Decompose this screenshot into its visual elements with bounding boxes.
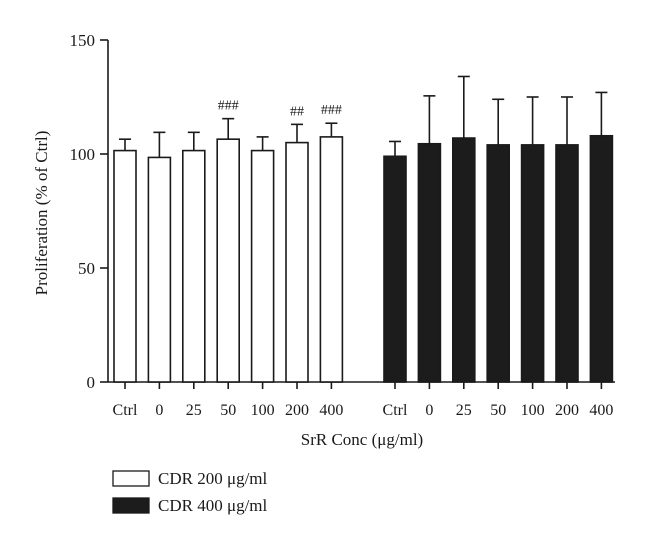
legend-label-series2: CDR 400 μg/ml [158,496,268,515]
y-axis-label: Proliferation (% of Ctrl) [32,131,51,296]
legend-item: CDR 400 μg/ml [112,496,268,515]
bar-series2-5 [555,144,579,383]
y-tick-label: 150 [70,31,96,50]
legend-swatch-series1 [112,470,150,487]
bars: ### ## ### [113,75,614,383]
legend-item: CDR 200 μg/ml [112,469,268,488]
x-tick-label: 400 [589,402,613,419]
significance-annotation: ### [321,103,342,118]
legend-swatch-series2 [112,497,150,514]
bar-series2-2 [451,137,476,383]
bar-series1-4 [250,149,275,383]
bar-series1-0 [113,149,137,383]
x-axis-label: SrR Conc (μg/ml) [301,430,423,449]
significance-annotation: ## [290,104,304,119]
significance-annotation: ### [218,99,239,114]
bar-series1-5 [285,141,309,383]
bar-series1-2 [182,149,206,383]
y-ticks: 0 50 100 150 [70,31,108,392]
bar-series2-4 [520,144,545,383]
bar-series1-3 [216,138,240,383]
x-tick-label: 200 [555,402,579,419]
y-tick-label: 0 [87,373,96,392]
bar-series2-1 [417,142,442,383]
legend: CDR 200 μg/ml CDR 400 μg/ml [112,469,268,515]
x-tick-label: 200 [285,402,309,419]
x-tick-label: 25 [186,402,202,419]
bar-series2-0 [383,155,407,383]
x-tick-label: Ctrl [113,402,138,419]
x-ticks: Ctrl 0 25 50 100 200 400 Ctrl 0 25 50 100 200 400 [113,382,613,419]
x-tick-label: 100 [521,402,545,419]
y-tick-label: 50 [78,259,95,278]
x-tick-label: 50 [490,402,506,419]
x-tick-label: 400 [319,402,343,419]
x-tick-label: Ctrl [383,402,408,419]
x-tick-label: 25 [456,402,472,419]
bar-series1-1 [147,156,172,383]
bar-series1-6 [319,136,344,383]
legend-label-series1: CDR 200 μg/ml [158,469,268,488]
bar-series2-6 [589,134,614,383]
bar-series2-3 [486,144,511,383]
x-tick-label: 50 [220,402,236,419]
x-tick-label: 100 [251,402,275,419]
y-tick-label: 100 [70,145,96,164]
x-tick-label: 0 [155,402,163,419]
x-tick-label: 0 [425,402,433,419]
